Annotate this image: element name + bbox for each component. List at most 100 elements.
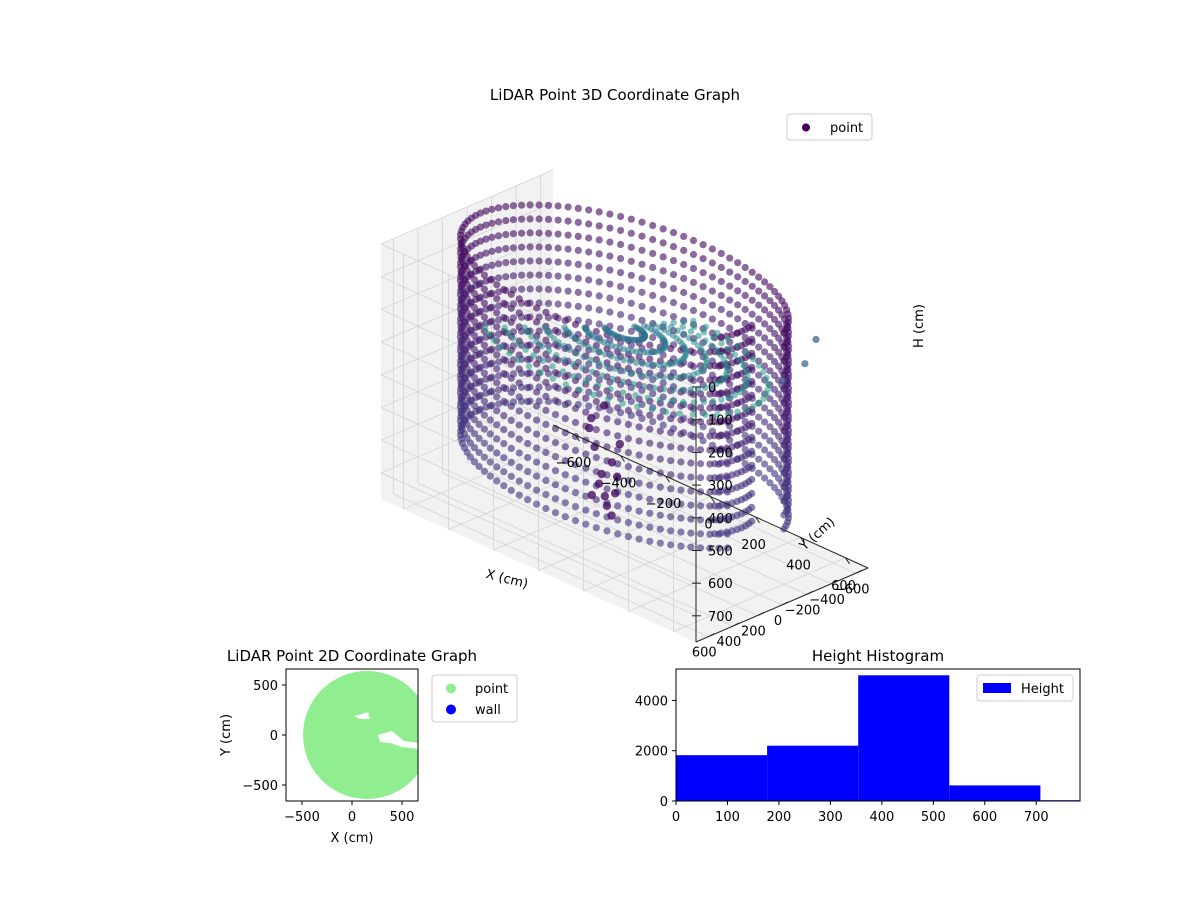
point-3d [493, 477, 501, 485]
point-3d [717, 319, 725, 328]
point-3d [466, 327, 474, 335]
point-3d [544, 215, 553, 223]
point-3d [687, 487, 695, 495]
point-3d [748, 282, 756, 290]
point-3d [602, 351, 609, 358]
point-3d [542, 448, 550, 456]
point-3d [699, 283, 707, 291]
point-3d [645, 372, 652, 379]
point-3d [571, 418, 580, 427]
point-3d [755, 441, 763, 449]
point-3d [561, 513, 569, 521]
point-3d [551, 326, 560, 335]
point-3d [515, 435, 523, 443]
point-3d [646, 425, 654, 433]
point-3d [656, 413, 664, 421]
point-3d [715, 474, 723, 482]
point-3d [686, 334, 693, 342]
point-3d [515, 463, 523, 471]
point-3d [542, 392, 550, 400]
point-3d [539, 357, 546, 364]
point-3d [726, 310, 734, 318]
chart-2d-legend[interactable]: point wall [431, 674, 518, 723]
point-3d [766, 395, 774, 403]
point-3d [533, 374, 541, 382]
point-3d [715, 460, 723, 468]
point-3d [603, 345, 611, 353]
chart-3d-axes: −600−400−2000200400600−600−400−200020040… [552, 381, 870, 661]
point-3d [726, 268, 734, 276]
point-3d [606, 406, 614, 414]
point-3d [638, 260, 646, 268]
point-3d [690, 371, 698, 378]
x-tick-label: −200 [646, 497, 682, 512]
point-3d [592, 454, 600, 462]
point-3d [509, 272, 517, 280]
point-3d [524, 356, 532, 364]
point-3d [706, 488, 714, 496]
point-3d [480, 271, 488, 279]
point-3d [650, 361, 658, 368]
point-3d [659, 379, 667, 387]
point-3d [734, 408, 741, 415]
point-3d [574, 246, 582, 254]
point-3d [638, 288, 646, 296]
point-3d [635, 535, 643, 543]
y-tick [708, 633, 715, 638]
point-3d [551, 411, 560, 419]
point-3d [780, 483, 788, 491]
point-3d [579, 365, 586, 372]
point-3d [755, 469, 763, 477]
histogram-legend[interactable]: Height [976, 674, 1074, 702]
point-3d [656, 441, 664, 449]
point-3d [615, 439, 624, 449]
point-3d [515, 309, 523, 317]
point-3d [502, 231, 510, 239]
point-3d [634, 403, 641, 410]
chart-3d: LiDAR Point 3D Coordinate Graph −600−400… [380, 86, 927, 661]
point-3d [734, 259, 742, 267]
point-3d [617, 240, 625, 249]
point-3d [659, 253, 667, 261]
point-3d [760, 395, 767, 402]
y-tick [757, 612, 764, 617]
point-3d [706, 348, 714, 356]
point-3d [551, 495, 560, 503]
point-3d [582, 506, 590, 514]
point-3d [761, 334, 769, 342]
point-3d [486, 276, 494, 284]
point-3d [571, 404, 580, 413]
point-3d [706, 460, 714, 468]
chart-3d-legend[interactable]: point [786, 113, 873, 141]
point-3d [571, 460, 580, 469]
gap-2d [354, 712, 370, 719]
point-3d [493, 379, 501, 387]
point-3d [696, 544, 705, 552]
point-3d [482, 221, 490, 229]
point-3d [696, 418, 705, 426]
chart-3d-title: LiDAR Point 3D Coordinate Graph [490, 86, 740, 104]
point-3d [734, 273, 742, 281]
point-3d [667, 541, 675, 549]
point-3d [640, 383, 648, 390]
point-3d [690, 317, 697, 324]
point-3d [587, 413, 596, 423]
x-tick-label: −400 [601, 477, 637, 492]
point-3d [564, 231, 572, 239]
point-3d [470, 360, 479, 368]
point-3d [748, 268, 756, 276]
point-3d [518, 229, 526, 237]
point-3d [515, 477, 523, 485]
point-3d [702, 384, 709, 391]
point-3d [723, 544, 732, 552]
point-3d [780, 329, 788, 337]
point-3d [710, 334, 717, 341]
point-3d [542, 490, 550, 499]
point-3d [493, 295, 501, 303]
point-3d [715, 516, 723, 524]
point-3d [560, 342, 568, 350]
point-3d [500, 482, 508, 490]
point-3d [617, 255, 625, 263]
point-3d [638, 246, 646, 254]
point-3d [480, 411, 488, 419]
